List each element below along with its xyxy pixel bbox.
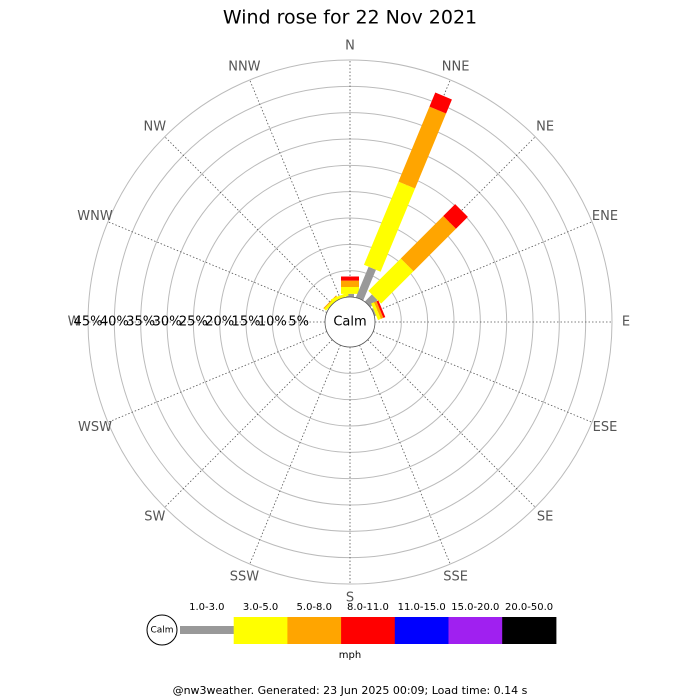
bar-segment <box>341 286 359 294</box>
spoke <box>164 136 333 305</box>
legend-swatch <box>394 617 449 644</box>
direction-label: NNE <box>442 60 470 75</box>
spoke <box>372 331 593 423</box>
bar-segment <box>330 292 349 303</box>
spoke <box>367 339 536 508</box>
footer: @nw3weather. Generated: 23 Jun 2025 00:0… <box>173 684 528 697</box>
direction-label: SSW <box>230 569 260 584</box>
grid-ring <box>245 217 455 427</box>
grid-ring <box>298 270 402 374</box>
legend-swatch <box>180 626 235 634</box>
calm-label: Calm <box>333 315 366 330</box>
legend-calm-circle <box>146 614 178 646</box>
direction-label: ENE <box>592 209 618 224</box>
legend-swatch <box>341 617 396 644</box>
legend-label: 15.0-20.0 <box>451 602 499 613</box>
direction-label: W <box>68 315 81 330</box>
bar-segment <box>443 204 468 229</box>
spoke <box>249 344 341 565</box>
ring-label: 20% <box>205 315 234 330</box>
legend-label: 3.0-5.0 <box>243 602 278 613</box>
spoke <box>372 221 593 313</box>
direction-label: N <box>345 39 355 54</box>
direction-label: SW <box>144 510 165 525</box>
ring-label: 15% <box>232 315 261 330</box>
chart-title: Wind rose for 22 Nov 2021 <box>223 7 477 29</box>
spoke <box>359 344 451 565</box>
bar-segment <box>376 300 386 318</box>
legend-swatch <box>287 617 342 644</box>
direction-label: SE <box>537 510 553 525</box>
direction-label: NW <box>144 119 167 134</box>
legend-swatch <box>502 617 557 644</box>
ring-label: 45% <box>74 315 103 330</box>
legend-label: 8.0-11.0 <box>347 602 389 613</box>
ring-label: 10% <box>258 315 287 330</box>
grid-ring <box>140 112 560 532</box>
legend-swatch <box>233 617 288 644</box>
ring-label: 5% <box>288 315 309 330</box>
spoke <box>249 79 341 300</box>
legend-label: 1.0-3.0 <box>189 602 224 613</box>
bar-segment <box>341 280 359 287</box>
direction-label: WNW <box>77 209 113 224</box>
ring-label: 30% <box>153 315 182 330</box>
bar-segment <box>355 266 376 301</box>
spoke <box>107 221 328 313</box>
bar-segment <box>398 106 447 189</box>
direction-label: SSE <box>443 569 468 584</box>
bar-segment <box>371 302 381 321</box>
ring-label: 35% <box>126 315 155 330</box>
bar-segment <box>341 276 359 281</box>
spoke <box>164 339 333 508</box>
bar-segment <box>400 216 456 272</box>
legend-label: 11.0-15.0 <box>398 602 446 613</box>
grid-ring <box>192 164 508 480</box>
bar-segment <box>363 181 416 272</box>
spoke <box>107 331 328 423</box>
direction-label: E <box>622 315 630 330</box>
direction-label: S <box>346 591 354 606</box>
bar-segment <box>368 258 414 304</box>
bar-segment <box>429 92 452 114</box>
direction-label: ESE <box>593 420 618 435</box>
legend-label: 20.0-50.0 <box>505 602 553 613</box>
legend-label: 5.0-8.0 <box>297 602 332 613</box>
direction-label: NE <box>536 119 554 134</box>
units-label: mph <box>339 650 361 661</box>
ring-label: 40% <box>100 315 129 330</box>
ring-label: 25% <box>179 315 208 330</box>
bar-segment <box>364 294 378 308</box>
calm-circle <box>324 296 376 348</box>
legend-calm-label: Calm <box>150 626 173 636</box>
bar-segment <box>374 301 384 319</box>
legend-swatch <box>448 617 503 644</box>
direction-label: WSW <box>78 420 112 435</box>
bar-segment <box>371 308 377 317</box>
direction-label: NNW <box>228 60 260 75</box>
grid-ring <box>87 59 613 585</box>
